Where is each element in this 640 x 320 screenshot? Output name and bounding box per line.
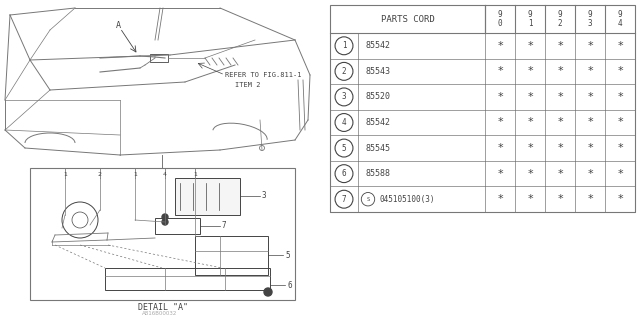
- Text: 7: 7: [342, 195, 346, 204]
- Text: *: *: [527, 194, 533, 204]
- Text: 5: 5: [285, 251, 290, 260]
- Text: 85588: 85588: [366, 169, 391, 178]
- Text: *: *: [587, 41, 593, 51]
- Text: 85542: 85542: [366, 41, 391, 50]
- Text: *: *: [557, 194, 563, 204]
- Text: *: *: [557, 117, 563, 127]
- Text: *: *: [557, 41, 563, 51]
- Text: *: *: [527, 143, 533, 153]
- Text: *: *: [527, 92, 533, 102]
- Text: *: *: [617, 169, 623, 179]
- Text: A: A: [115, 20, 120, 29]
- Text: 85542: 85542: [366, 118, 391, 127]
- Text: *: *: [557, 92, 563, 102]
- Text: 85543: 85543: [366, 67, 391, 76]
- Text: 9
1: 9 1: [528, 10, 532, 28]
- Text: 4: 4: [163, 172, 167, 177]
- Text: 85545: 85545: [366, 144, 391, 153]
- Text: *: *: [617, 143, 623, 153]
- Bar: [195, 236, 268, 275]
- Text: *: *: [527, 169, 533, 179]
- Text: ITEM 2: ITEM 2: [235, 82, 260, 88]
- Text: 9
0: 9 0: [498, 10, 502, 28]
- Text: *: *: [587, 143, 593, 153]
- Text: *: *: [617, 41, 623, 51]
- Bar: [105, 268, 270, 290]
- Text: REFER TO FIG.811-1: REFER TO FIG.811-1: [225, 72, 301, 78]
- Circle shape: [264, 288, 272, 296]
- Circle shape: [162, 214, 168, 220]
- Text: *: *: [557, 169, 563, 179]
- Text: 6: 6: [342, 169, 346, 178]
- Text: *: *: [497, 66, 503, 76]
- Circle shape: [162, 219, 168, 225]
- Text: *: *: [587, 117, 593, 127]
- Text: 045105100(3): 045105100(3): [380, 195, 435, 204]
- Text: *: *: [497, 143, 503, 153]
- Text: *: *: [557, 66, 563, 76]
- Text: *: *: [497, 92, 503, 102]
- Text: PARTS CORD: PARTS CORD: [381, 14, 435, 23]
- Text: 1: 1: [193, 172, 197, 177]
- Text: 1: 1: [342, 41, 346, 50]
- Text: 85520: 85520: [366, 92, 391, 101]
- Text: A816B00032: A816B00032: [142, 311, 178, 316]
- Text: *: *: [587, 194, 593, 204]
- Text: *: *: [497, 194, 503, 204]
- Bar: [175, 178, 240, 215]
- Text: 9
4: 9 4: [618, 10, 622, 28]
- Text: 6: 6: [287, 281, 292, 290]
- Text: 3: 3: [342, 92, 346, 101]
- Text: 2: 2: [342, 67, 346, 76]
- Text: 3: 3: [262, 191, 267, 201]
- Text: *: *: [497, 169, 503, 179]
- Text: *: *: [527, 41, 533, 51]
- Text: 2: 2: [98, 172, 102, 177]
- Text: 1: 1: [63, 172, 67, 177]
- Bar: [330, 5, 635, 212]
- Text: *: *: [497, 117, 503, 127]
- Bar: [155, 218, 200, 234]
- Text: *: *: [497, 41, 503, 51]
- Text: 5: 5: [342, 144, 346, 153]
- Text: 4: 4: [342, 118, 346, 127]
- Bar: [30, 168, 295, 300]
- Text: *: *: [617, 117, 623, 127]
- Text: *: *: [587, 169, 593, 179]
- Text: DETAIL "A": DETAIL "A": [138, 303, 188, 313]
- Text: 9
2: 9 2: [557, 10, 563, 28]
- Text: 7: 7: [222, 221, 227, 230]
- Text: *: *: [617, 194, 623, 204]
- Text: *: *: [617, 92, 623, 102]
- Text: *: *: [587, 92, 593, 102]
- Text: 9
3: 9 3: [588, 10, 592, 28]
- Text: S: S: [366, 197, 370, 202]
- Bar: [150, 54, 168, 62]
- Text: *: *: [617, 66, 623, 76]
- Text: 1: 1: [133, 172, 137, 177]
- Text: *: *: [527, 66, 533, 76]
- Text: *: *: [527, 117, 533, 127]
- Text: *: *: [557, 143, 563, 153]
- Text: *: *: [587, 66, 593, 76]
